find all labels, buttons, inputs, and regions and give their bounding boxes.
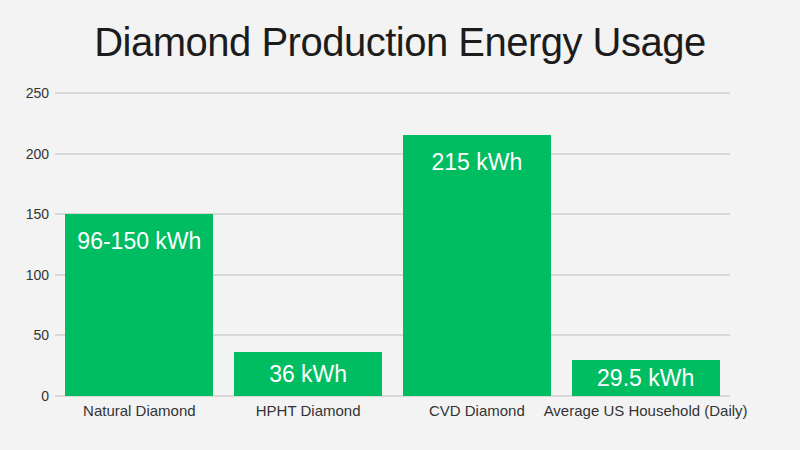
bar-value-label: 215 kWh [431, 135, 522, 176]
y-tick-label-250: 250 [0, 84, 49, 102]
bar-average-us-household-daily: 29.5 kWh [572, 360, 720, 396]
bar-hpht-diamond: 36 kWh [234, 352, 382, 396]
y-tick-label-100: 100 [0, 266, 49, 284]
x-category-label-average-us-household-daily: Average US Household (Daily) [496, 402, 796, 420]
y-tick-label-200: 200 [0, 145, 49, 163]
y-tick-label-150: 150 [0, 205, 49, 223]
bar-natural-diamond: 96-150 kWh [65, 214, 213, 396]
chart-title: Diamond Production Energy Usage [0, 20, 800, 65]
bar-series: 96-150 kWh 36 kWh 215 kWh 29.5 kWh [55, 93, 730, 396]
bar-value-label: 36 kWh [269, 360, 347, 388]
chart-canvas: Diamond Production Energy Usage 05010015… [0, 0, 800, 450]
bar-cvd-diamond: 215 kWh [403, 135, 551, 396]
y-axis-tick-labels: 050100150200250 [0, 0, 49, 450]
bar-value-label: 29.5 kWh [597, 364, 694, 392]
bar-value-label: 96-150 kWh [77, 214, 201, 255]
x-axis-category-labels: Natural DiamondHPHT DiamondCVD DiamondAv… [0, 402, 800, 426]
y-tick-label-50: 50 [0, 326, 49, 344]
